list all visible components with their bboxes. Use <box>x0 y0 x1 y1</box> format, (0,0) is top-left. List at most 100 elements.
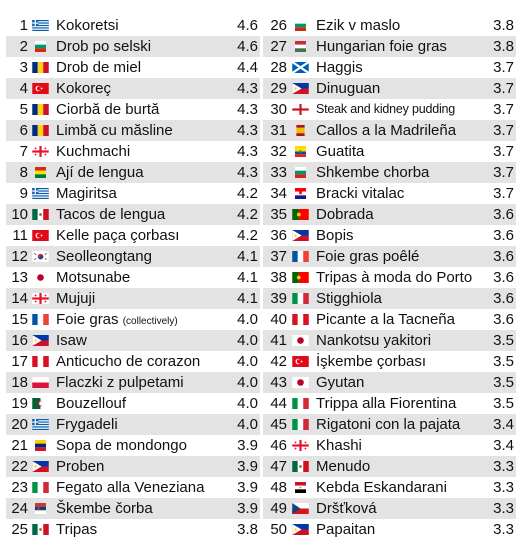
dish-name-text: Tacos de lengua <box>56 206 166 223</box>
dish-name: Bopis <box>316 225 354 246</box>
rank-number: 35 <box>270 206 287 223</box>
hungary-flag-icon <box>292 41 309 52</box>
table-row: 43 Gyutan 3.5 <box>263 372 516 393</box>
table-row: 15 Foie gras (collectively) 4.0 <box>6 309 260 330</box>
bulgaria-flag-icon <box>292 167 309 178</box>
dish-note: (collectively) <box>122 316 178 327</box>
rank-number: 46 <box>270 437 287 454</box>
table-row: 21 Sopa de mondongo 3.9 <box>6 435 260 456</box>
rank-number: 22 <box>11 458 28 475</box>
philippines-flag-icon <box>292 524 309 535</box>
dish-name-text: Dobrada <box>316 206 374 223</box>
table-row: 3 Drob de miel 4.4 <box>6 57 260 78</box>
dish-name: Kelle paça çorbası <box>56 225 179 246</box>
rating-value: 3.7 <box>493 143 514 160</box>
dish-name-text: Hungarian foie gras <box>316 38 447 55</box>
table-row: 6 Limbă cu măsline 4.3 <box>6 120 260 141</box>
dish-name: Guatita <box>316 141 364 162</box>
table-row: 7 Kuchmachi 4.3 <box>6 141 260 162</box>
table-row: 37 Foie gras poêlé 3.6 <box>263 246 516 267</box>
georgia-flag-icon <box>292 440 309 451</box>
bulgaria-flag-icon <box>32 41 49 52</box>
dish-name-text: Kuchmachi <box>56 143 131 160</box>
rating-value: 3.5 <box>493 332 514 349</box>
dish-name: Callos a la Madrileña <box>316 120 456 141</box>
dish-name-text: Seolleongtang <box>56 248 152 265</box>
table-row: 34 Bracki vitalac 3.7 <box>263 183 516 204</box>
spain-flag-icon <box>292 125 309 136</box>
rank-number: 32 <box>270 143 287 160</box>
rating-value: 3.7 <box>493 101 514 118</box>
dish-name-text: Anticucho de corazon <box>56 353 201 370</box>
rank-number: 40 <box>270 311 287 328</box>
dish-name: Menudo <box>316 456 370 477</box>
dish-name-text: Kokoreç <box>56 80 112 97</box>
dish-name: Kokoreç <box>56 78 111 99</box>
rank-number: 12 <box>11 248 28 265</box>
rank-number: 1 <box>19 17 28 34</box>
rank-number: 50 <box>270 521 287 538</box>
rating-value: 3.9 <box>237 500 258 517</box>
rank-number: 36 <box>270 227 287 244</box>
dish-name-text: Foie gras <box>56 311 119 328</box>
table-row: 22 Proben 3.9 <box>6 456 260 477</box>
rank-number: 49 <box>270 500 287 517</box>
greece-flag-icon <box>32 20 49 31</box>
bolivia-flag-icon <box>32 167 49 178</box>
greece-flag-icon <box>32 419 49 430</box>
dish-name-text: Trippa alla Fiorentina <box>316 395 457 412</box>
dish-name: Ají de lengua <box>56 162 144 183</box>
ranking-column-right: 26 Ezik v maslo 3.8 27 Hungarian foie gras 3.… <box>263 15 516 540</box>
dish-name: Seolleongtang <box>56 246 152 267</box>
dish-name-text: Magiritsa <box>56 185 117 202</box>
rating-value: 3.8 <box>493 38 514 55</box>
dish-name: Frygadeli <box>56 414 118 435</box>
table-row: 46 Khashi 3.4 <box>263 435 516 456</box>
rating-value: 4.3 <box>237 122 258 139</box>
dish-name: Tacos de lengua <box>56 204 165 225</box>
dish-name-text: Bouzellouf <box>56 395 127 412</box>
dish-name: Foie gras poêlé <box>316 246 419 267</box>
rank-number: 26 <box>270 17 287 34</box>
rating-value: 4.3 <box>237 80 258 97</box>
rating-value: 3.6 <box>493 290 514 307</box>
dish-name: Motsunabe <box>56 267 130 288</box>
dish-name: Isaw <box>56 330 87 351</box>
rating-value: 3.6 <box>493 206 514 223</box>
rank-number: 45 <box>270 416 287 433</box>
rating-value: 4.6 <box>237 17 258 34</box>
dish-name: Hungarian foie gras <box>316 36 447 57</box>
rank-number: 37 <box>270 248 287 265</box>
dish-name: Ezik v maslo <box>316 15 400 36</box>
table-row: 48 Kebda Eskandarani 3.3 <box>263 477 516 498</box>
venezuela-flag-icon <box>32 440 49 451</box>
table-row: 28 Haggis 3.7 <box>263 57 516 78</box>
dish-name: Magiritsa <box>56 183 117 204</box>
table-row: 32 Guatita 3.7 <box>263 141 516 162</box>
table-row: 19 Bouzellouf 4.0 <box>6 393 260 414</box>
table-row: 35 Dobrada 3.6 <box>263 204 516 225</box>
turkey-flag-icon <box>32 230 49 241</box>
dish-name-text: Picante a la Tacneña <box>316 311 455 328</box>
rank-number: 17 <box>11 353 28 370</box>
rating-value: 4.1 <box>237 248 258 265</box>
dish-name: Dobrada <box>316 204 374 225</box>
portugal-flag-icon <box>292 272 309 283</box>
algeria-flag-icon <box>32 398 49 409</box>
rank-number: 5 <box>19 101 28 118</box>
bulgaria-flag-icon <box>292 20 309 31</box>
dish-name: Bracki vitalac <box>316 183 404 204</box>
rating-value: 3.7 <box>493 59 514 76</box>
dish-name: Stigghiola <box>316 288 382 309</box>
dish-name: Shkembe chorba <box>316 162 429 183</box>
rating-value: 3.5 <box>493 374 514 391</box>
rank-number: 34 <box>270 185 287 202</box>
dish-name-text: Steak and kidney pudding <box>316 102 456 116</box>
dish-name-text: Ezik v maslo <box>316 17 401 34</box>
rank-number: 15 <box>11 311 28 328</box>
rank-number: 18 <box>11 374 28 391</box>
dish-name-text: Dršťková <box>316 500 377 517</box>
table-row: 27 Hungarian foie gras 3.8 <box>263 36 516 57</box>
table-row: 11 Kelle paça çorbası 4.2 <box>6 225 260 246</box>
rank-number: 19 <box>11 395 28 412</box>
